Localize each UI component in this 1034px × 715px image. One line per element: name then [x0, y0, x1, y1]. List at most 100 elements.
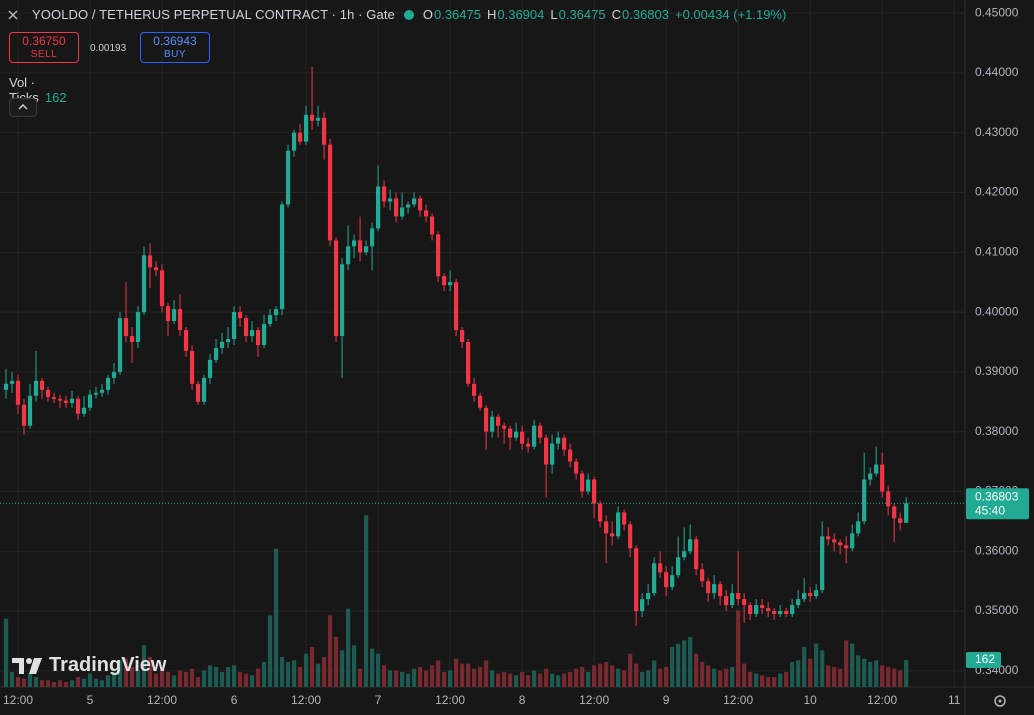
candle-body — [165, 306, 171, 322]
candle-body — [219, 342, 225, 348]
candle-body — [399, 207, 405, 217]
candle-body — [273, 309, 279, 316]
candle-body — [526, 443, 531, 447]
candle-body — [550, 443, 555, 465]
settings-icon-dot — [998, 699, 1002, 703]
candle-body — [81, 407, 87, 414]
volume-bar — [592, 665, 597, 687]
candle-body — [634, 548, 639, 612]
y-tick-label: 0.42000 — [975, 185, 1019, 199]
volume-bar — [754, 673, 759, 687]
candle-body — [748, 605, 753, 615]
volume-bar — [616, 668, 621, 687]
volume-bar — [604, 661, 609, 687]
candle-body — [892, 506, 897, 519]
candle-body — [183, 330, 189, 351]
volume-bar — [177, 670, 183, 687]
volume-bar — [544, 668, 549, 687]
volume-bar — [610, 665, 615, 687]
candle-body — [790, 605, 795, 615]
candle-body — [796, 599, 801, 606]
buy-price: 0.36943 — [153, 34, 197, 48]
volume-bar — [514, 675, 519, 687]
candle-body — [393, 198, 399, 217]
candle-body — [153, 267, 159, 271]
volume-bar — [3, 618, 9, 687]
volume-bar — [147, 656, 153, 687]
candle-body — [381, 186, 387, 202]
volume-bar — [447, 670, 453, 687]
volume-bar — [201, 670, 207, 687]
candle-body — [760, 605, 765, 609]
candle-body — [556, 437, 561, 444]
y-tick-label: 0.45000 — [975, 5, 1019, 19]
volume-bar — [45, 680, 51, 687]
volume-bar — [465, 663, 471, 687]
candle-body — [574, 461, 579, 474]
volume-bar — [123, 658, 129, 687]
candle-body — [490, 416, 495, 432]
volume-bar — [183, 671, 189, 687]
buy-button[interactable]: 0.36943 BUY — [140, 32, 210, 63]
y-tick-label: 0.36000 — [975, 543, 1019, 557]
candle-body — [249, 330, 255, 337]
volume-bar — [441, 671, 447, 687]
volume-bar — [297, 666, 303, 687]
candle-body — [213, 347, 219, 360]
volume-bar — [904, 659, 909, 687]
volume-bar — [63, 681, 69, 687]
x-tick-label: 12:00 — [3, 693, 33, 707]
volume-bar — [369, 648, 375, 687]
candle-body — [514, 431, 519, 438]
candle-body — [844, 545, 849, 549]
y-tick-label: 0.35000 — [975, 603, 1019, 617]
volume-bar — [159, 670, 165, 687]
candle-body — [237, 312, 243, 319]
volume-bar — [129, 666, 135, 687]
candle-body — [688, 539, 693, 552]
candle-body — [51, 397, 57, 399]
x-tick-label: 12:00 — [579, 693, 609, 707]
volume-bar — [357, 668, 363, 687]
volume-bar — [832, 666, 837, 687]
volume-bar — [664, 666, 669, 687]
candle-body — [369, 228, 375, 247]
candle-body — [640, 599, 645, 612]
x-tick-label: 12:00 — [723, 693, 753, 707]
x-tick-label: 7 — [375, 693, 382, 707]
volume-bar — [255, 668, 261, 687]
candle-body — [616, 512, 621, 537]
candle-body — [484, 407, 489, 432]
volume-bar — [435, 660, 441, 687]
candle-body — [471, 383, 477, 396]
candle-body — [429, 216, 435, 235]
settings-icon — [994, 695, 1006, 707]
volume-bar — [315, 663, 321, 687]
candle-body — [297, 132, 303, 142]
volume-bar — [802, 646, 807, 687]
sell-button[interactable]: 0.36750 SELL — [9, 32, 79, 63]
candle-body — [123, 318, 129, 337]
volume-bar — [670, 646, 675, 687]
volume-bar — [868, 661, 873, 687]
volume-bar — [574, 668, 579, 687]
volume-bar — [171, 675, 177, 687]
candle-body — [321, 117, 327, 145]
candle-body — [435, 234, 441, 277]
volume-bar — [381, 665, 387, 687]
candle-body — [868, 473, 873, 480]
candle-body — [628, 524, 633, 549]
candle-body — [279, 204, 285, 310]
volume-bar — [646, 670, 651, 687]
volume-bar — [243, 673, 249, 687]
legend-value: 0.36475 — [558, 7, 606, 22]
candle-body — [778, 611, 783, 615]
x-tick-label: 8 — [519, 693, 526, 707]
x-tick-label: 12:00 — [291, 693, 321, 707]
candle-body — [610, 533, 615, 537]
volume-bar — [520, 671, 525, 687]
candle-body — [886, 491, 891, 507]
collapse-button[interactable] — [9, 98, 37, 117]
volume-bar — [21, 678, 27, 687]
